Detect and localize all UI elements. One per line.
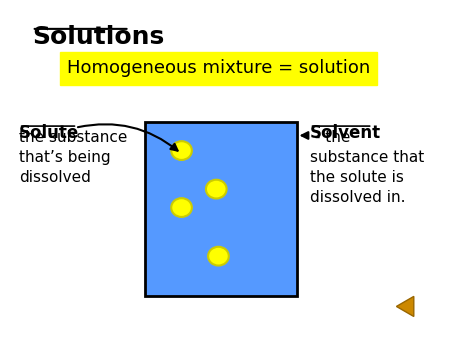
Ellipse shape [208,247,229,266]
Text: Solute: Solute [19,124,79,142]
Text: the substance
that’s being
dissolved: the substance that’s being dissolved [19,130,127,185]
Text: Solutions: Solutions [32,25,164,49]
Text: - the
substance that
the solute is
dissolved in.: - the substance that the solute is disso… [310,130,424,205]
Ellipse shape [206,180,227,198]
Bar [144,122,297,296]
Ellipse shape [171,141,192,160]
Text: Solvent: Solvent [310,124,381,142]
Ellipse shape [171,198,192,217]
Polygon shape [396,296,414,316]
Text: Homogeneous mixture = solution: Homogeneous mixture = solution [67,59,370,77]
